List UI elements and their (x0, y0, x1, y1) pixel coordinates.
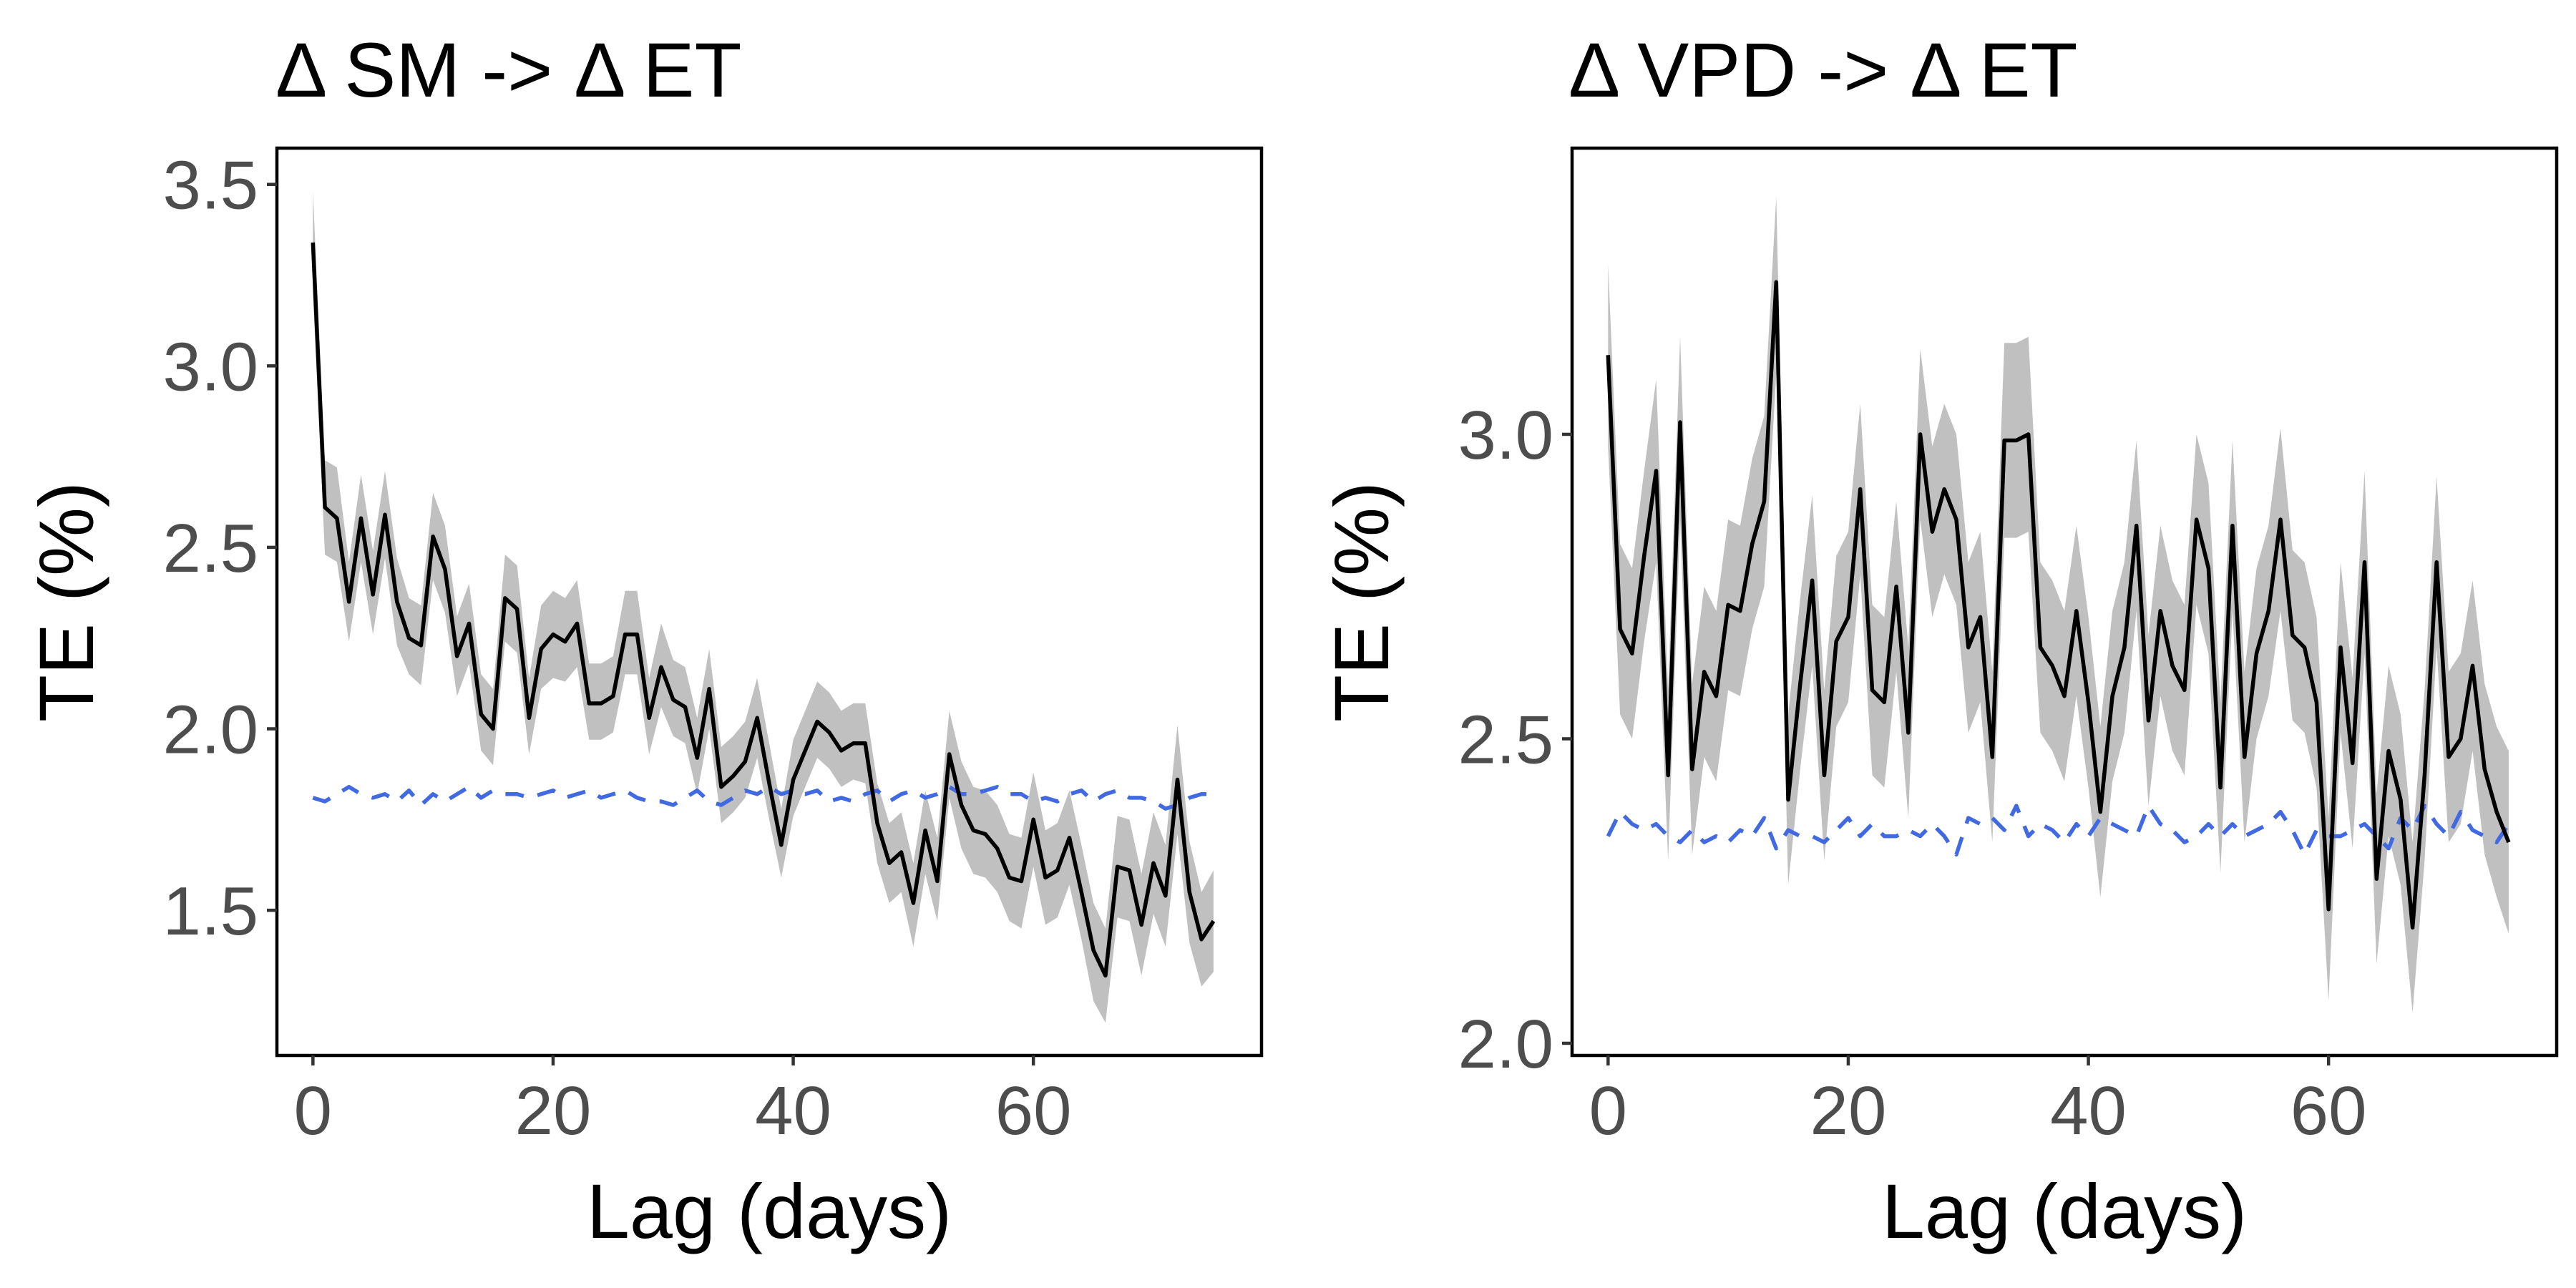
panel-1-te-solid-line (311, 242, 1216, 978)
panel-2-x-tick-label: 20 (1810, 1073, 1887, 1149)
panel-2-title: Δ VPD -> Δ ET (1568, 26, 2078, 113)
panel-2-y-tick-label: 2.5 (1458, 701, 1553, 778)
panel-1-y-tick-label: 2.0 (163, 692, 258, 769)
panel-1-x-axis-label: Lag (days) (587, 1168, 952, 1254)
panel-1-plot-area (311, 191, 1216, 1023)
panel-2-y-axis-label: TE (%) (1318, 482, 1405, 722)
panel-1-x-tick-label: 40 (755, 1073, 831, 1149)
panel-1-y-tick-label: 2.5 (163, 510, 258, 587)
panel-1-null-te-dashed-line (312, 784, 1214, 811)
panel-2-x-tick-label: 60 (2290, 1073, 2367, 1149)
panel-1-x-tick-label: 20 (515, 1073, 592, 1149)
panel-1-confidence-band (313, 191, 1214, 1023)
panel-2-y-tick-label: 2.0 (1458, 1006, 1553, 1083)
panel-1-x-tick-label: 60 (995, 1073, 1072, 1149)
panel-vpd-et: Δ VPD -> Δ ET 2.0 2.5 3.0 0 20 40 60 Lag (days… (1318, 26, 2559, 1254)
panel-1-frame (275, 146, 1264, 1058)
panel-1-y-tick-label: 1.5 (163, 873, 258, 950)
panel-2-plot-area (1606, 197, 2511, 1013)
panel-1-y-tick-label: 3.5 (163, 147, 258, 224)
panel-1-y-tick-label: 3.0 (163, 328, 258, 405)
panel-2-y-tick-label: 3.0 (1458, 397, 1553, 474)
panel-2-x-tick-label: 0 (1589, 1073, 1627, 1149)
panel-2-confidence-band (1608, 197, 2509, 1013)
panel-2-axes: 2.0 2.5 3.0 0 20 40 60 (1458, 397, 2367, 1149)
panel-2-null-te-dashed-line (1606, 804, 2511, 857)
panel-sm-et: Δ SM -> Δ ET 1.5 2.0 2.5 3.0 3.5 0 20 40 60 Lag … (23, 26, 1264, 1254)
panel-1-x-tick-label: 0 (294, 1073, 332, 1149)
panel-2-x-tick-label: 40 (2050, 1073, 2127, 1149)
panel-1-y-axis-label: TE (%) (23, 482, 109, 722)
panel-2-frame (1570, 146, 2559, 1058)
panel-2-te-solid-line (1606, 280, 2511, 930)
panel-1-title: Δ SM -> Δ ET (275, 26, 741, 113)
panel-2-x-axis-label: Lag (days) (1882, 1168, 2247, 1254)
panel-1-axes: 1.5 2.0 2.5 3.0 3.5 0 20 40 60 (163, 147, 1072, 1149)
